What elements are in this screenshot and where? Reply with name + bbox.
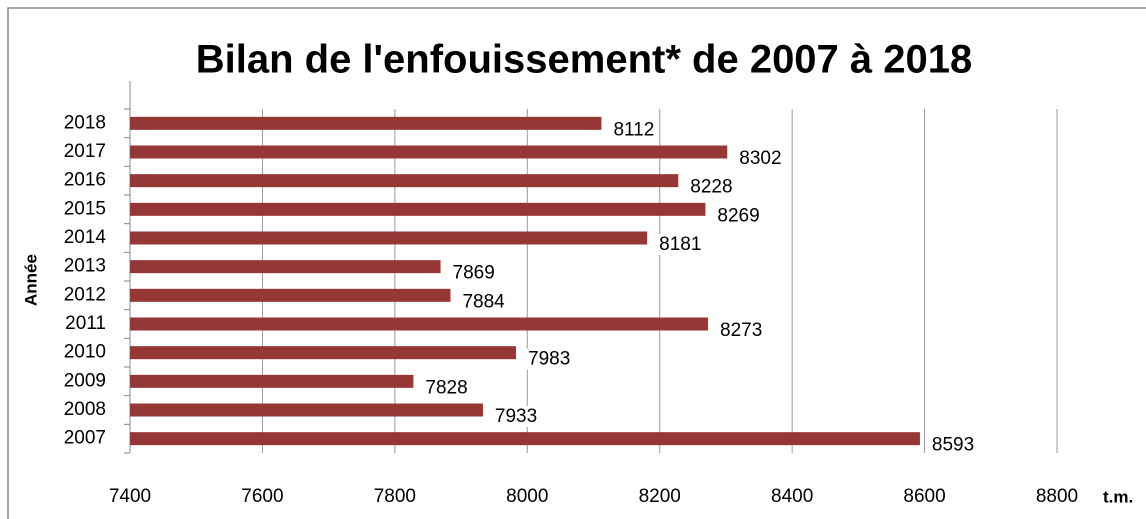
bar xyxy=(130,346,517,360)
x-tick-label: 7400 xyxy=(109,486,151,507)
x-tick-label: 7600 xyxy=(241,486,283,507)
data-label-bg xyxy=(460,291,508,313)
y-tick-label: 2014 xyxy=(64,227,107,248)
x-tick-label: 8200 xyxy=(639,486,681,507)
data-label: 7933 xyxy=(495,406,537,427)
y-tick-label: 2011 xyxy=(65,313,106,334)
bar xyxy=(130,202,706,216)
x-tick-label: 8600 xyxy=(903,486,945,507)
data-label-bg xyxy=(718,320,765,342)
data-label-bg xyxy=(657,234,704,256)
y-tick-label: 2007 xyxy=(64,428,106,449)
y-tick-label: 2012 xyxy=(64,284,106,305)
y-tick-label: 2015 xyxy=(64,198,106,219)
data-label: 8112 xyxy=(613,119,654,140)
x-axis-title: t.m. xyxy=(1103,487,1133,506)
data-label: 7983 xyxy=(528,349,570,370)
data-label-bg xyxy=(688,176,735,198)
x-tick-label: 8000 xyxy=(506,486,548,507)
x-tick-label: 7800 xyxy=(374,486,416,507)
data-label-bg xyxy=(492,406,540,428)
bar xyxy=(130,145,728,159)
data-label: 7828 xyxy=(425,377,467,398)
data-label: 8593 xyxy=(932,435,974,456)
data-label: 8181 xyxy=(659,234,701,255)
bar xyxy=(130,374,414,388)
data-label-bg xyxy=(526,348,573,370)
bar xyxy=(130,174,679,188)
bar xyxy=(130,403,483,417)
data-label-bg xyxy=(450,262,497,284)
chart-title: Bilan de l'enfouissement* de 2007 à 2018 xyxy=(196,38,973,82)
data-label-bg xyxy=(611,119,657,141)
y-tick-label: 2010 xyxy=(64,342,106,363)
data-label: 7869 xyxy=(453,263,495,284)
data-label-bg xyxy=(423,377,470,399)
y-axis-title: Année xyxy=(21,254,40,306)
data-label: 8228 xyxy=(690,177,732,198)
bar xyxy=(130,231,648,245)
data-label: 8269 xyxy=(717,205,759,226)
data-label: 8302 xyxy=(739,148,781,169)
bar xyxy=(130,317,709,331)
x-tick-label: 8400 xyxy=(771,486,813,507)
bar xyxy=(130,260,441,274)
data-label-bg xyxy=(929,434,977,456)
bar xyxy=(130,116,602,130)
data-label: 7884 xyxy=(462,291,505,312)
data-label-bg xyxy=(715,205,762,227)
data-label: 8273 xyxy=(720,320,762,341)
bar xyxy=(130,432,920,446)
data-label-bg xyxy=(737,148,784,170)
y-tick-label: 2016 xyxy=(64,170,106,191)
x-tick-label: 8800 xyxy=(1036,486,1078,507)
y-tick-label: 2009 xyxy=(64,370,106,391)
bar xyxy=(130,288,451,302)
y-tick-label: 2018 xyxy=(64,112,106,133)
y-tick-label: 2013 xyxy=(64,256,106,277)
y-tick-label: 2008 xyxy=(64,399,106,420)
y-tick-label: 2017 xyxy=(64,141,106,162)
